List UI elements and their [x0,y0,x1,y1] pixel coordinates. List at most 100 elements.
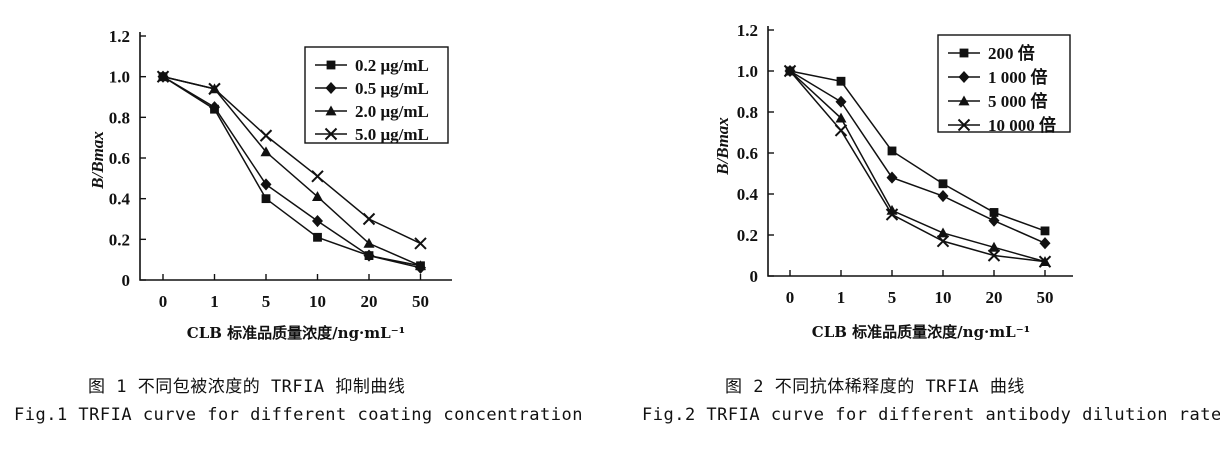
legend-item: 5.0 μg/mL [315,125,429,144]
series-line [162,75,421,245]
legend-item: 0.2 μg/mL [315,56,429,75]
data-point [937,190,949,203]
x-tick-label: 20 [361,292,378,311]
series-line [789,70,1046,244]
legend-marker [958,95,970,106]
series-line [789,70,1046,263]
y-tick-label: 0.2 [737,226,758,245]
data-point [783,64,797,78]
legend-label: 10 000 倍 [988,115,1056,135]
data-point [156,70,170,83]
data-point [312,214,323,228]
data-point [260,178,272,191]
chart-1: 0 0.2 0.4 0.6 0.8 1.0 1.2 0 1 5 10 20 50 CLB 标准品质量浓度/… [88,27,452,342]
legend-item: 5 000 倍 [948,91,1048,111]
legend-label: 0.2 μg/mL [355,56,429,75]
legend-marker [325,105,337,116]
data-point [261,194,271,204]
data-point [988,241,1000,252]
x-axis-label: CLB 标准品质量浓度/ng·mL⁻¹ [812,323,1030,341]
data-point [885,208,899,221]
data-point [415,260,426,271]
caption-cn: 图 1 不同包被浓度的 TRFIA 抑制曲线 [88,377,406,397]
figure-2: 0 0.2 0.4 0.6 0.8 1.0 1.2 0 1 5 10 20 50 CLB 标准品质量浓度/… [610,0,1220,454]
legend-marker [324,127,338,141]
y-tick-label: 0.8 [737,103,758,122]
legend-label: 2.0 μg/mL [355,102,429,121]
y-tick-label: 1.0 [109,68,130,87]
legend-item: 1 000 倍 [948,67,1048,87]
legend-item: 10 000 倍 [948,115,1056,135]
data-point [1038,255,1052,268]
data-point [989,208,999,217]
caption-cn: 图 2 不同抗体稀释度的 TRFIA 曲线 [725,377,1025,397]
data-point [938,179,948,189]
legend-marker [959,48,969,58]
x-tick-label: 0 [159,292,168,311]
legend-item: 2.0 μg/mL [315,102,429,121]
x-tick-label: 1 [210,292,219,311]
x-tick-label: 5 [262,292,271,311]
data-point [208,82,221,96]
legend-label: 1 000 倍 [988,67,1048,87]
y-axis-label: B/Bmax [713,117,732,176]
x-tick-label: 10 [309,292,326,311]
y-tick-label: 1.2 [737,21,758,40]
x-tick-label: 20 [986,288,1003,307]
data-point [937,227,949,238]
legend-label: 0.5 μg/mL [355,79,429,98]
x-tick-label: 50 [412,292,429,311]
y-tick-label: 0 [750,267,759,286]
chart-2: 0 0.2 0.4 0.6 0.8 1.0 1.2 0 1 5 10 20 50 CLB 标准品质量浓度/… [713,21,1073,341]
data-point [835,112,847,123]
x-tick-label: 1 [837,288,846,307]
data-point [834,124,848,137]
data-point [311,170,324,183]
y-tick-label: 0.2 [109,230,130,249]
y-tick-label: 1.2 [109,27,130,46]
y-tick-label: 0 [122,271,131,290]
y-tick-label: 0.8 [109,108,130,127]
data-point [260,146,272,157]
caption-en: Fig.1 TRFIA curve for different coating … [14,405,583,425]
data-point [886,171,898,184]
data-point [835,95,847,108]
data-point [887,146,897,156]
legend-item: 200 倍 [948,43,1035,63]
x-tick-label: 0 [786,288,795,307]
x-tick-label: 5 [888,288,897,307]
data-point [987,249,1001,262]
y-tick-label: 1.0 [737,62,758,81]
x-axis-label: CLB 标准品质量浓度/ng·mL⁻¹ [187,324,405,342]
legend-label: 5 000 倍 [988,91,1048,111]
data-point [1039,237,1051,250]
data-point [363,237,375,248]
data-point [362,212,376,226]
y-tick-label: 0.6 [737,144,758,163]
data-point [313,232,322,242]
legend: 200 倍 1 000 倍 5 000 倍 10 000 倍 [937,34,1071,135]
y-axis-label: B/Bmax [88,131,107,190]
series-line [789,70,1046,263]
legend-marker [957,118,971,132]
y-tick-label: 0.6 [109,149,130,168]
legend-marker [326,60,336,70]
figure-1: 0 0.2 0.4 0.6 0.8 1.0 1.2 0 1 5 10 20 50 CLB 标准品质量浓度/… [14,27,582,425]
legend: 0.2 μg/mL 0.5 μg/mL 2.0 μg/mL 5.0 μg/mL [304,46,449,144]
data-point [414,237,427,250]
y-tick-label: 0.4 [737,185,759,204]
legend-item: 0.5 μg/mL [315,79,429,98]
series-line [789,70,1046,232]
legend-label: 5.0 μg/mL [355,125,429,144]
y-tick-label: 0.4 [109,190,131,209]
data-point [259,129,273,142]
data-point [836,76,846,86]
data-point [988,214,1000,227]
series-line [162,76,421,269]
data-point [363,249,375,262]
data-point [209,101,220,114]
data-point [936,234,950,248]
caption-en: Fig.2 TRFIA curve for different antibody… [642,405,1220,425]
series-4 [156,70,427,250]
x-tick-label: 10 [935,288,952,307]
